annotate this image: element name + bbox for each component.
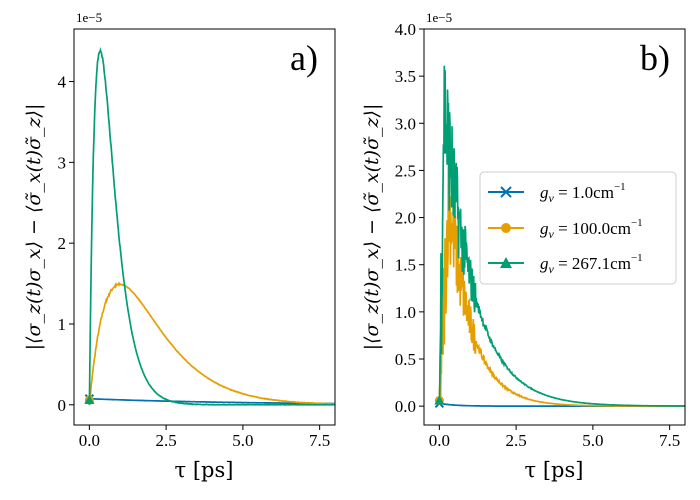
panel-a-xtick-label: 0.0 bbox=[79, 431, 100, 450]
panel-a-ylabel: |⟨σ_z(t)σ_x⟩ − ⟨σ̃_x(t)σ̃_z⟩| bbox=[23, 104, 45, 351]
panel-b-label: b) bbox=[640, 38, 670, 78]
legend: gv = 1.0cm−1 gv = 100.0cm−1 gv = 267.1cm… bbox=[479, 171, 677, 285]
panel-a-xtick-label: 7.5 bbox=[309, 431, 330, 450]
panel-a-xlabel: τ [ps] bbox=[175, 458, 234, 482]
panel-a-series-line-2 bbox=[88, 46, 335, 406]
legend-label-2: gv = 267.1cm−1 bbox=[540, 252, 643, 276]
panel-b-ytick-label: 2.5 bbox=[395, 161, 416, 180]
panel-b-multiplier: 1e−5 bbox=[426, 10, 452, 25]
legend-label-0: gv = 1.0cm−1 bbox=[540, 181, 626, 205]
panel-a-label: a) bbox=[290, 38, 318, 78]
panel-a-ytick-label: 0 bbox=[58, 396, 67, 415]
panel-a-ytick-label: 4 bbox=[58, 73, 67, 92]
panel-b-ytick-label: 1.5 bbox=[395, 256, 416, 275]
panel-a-series-line-1 bbox=[88, 281, 335, 406]
panel-b-ylabel: |⟨σ_z(t)σ_x⟩ − ⟨σ̃_x(t)σ̃_z⟩| bbox=[361, 104, 383, 351]
panel-b-ytick-label: 0.5 bbox=[395, 350, 416, 369]
legend-marker-triangle bbox=[500, 257, 512, 268]
panel-a-xtick-label: 5.0 bbox=[232, 431, 253, 450]
panel-b-ytick-label: 0.0 bbox=[395, 397, 416, 416]
panel-a-series-line-0 bbox=[89, 397, 335, 405]
panel-b-xtick-label: 5.0 bbox=[582, 431, 603, 450]
panel-b-ytick-label: 4.0 bbox=[395, 20, 416, 39]
panel-b-xtick-label: 7.5 bbox=[659, 431, 680, 450]
legend-marker-x bbox=[500, 186, 512, 198]
panel-b-xtick-label: 0.0 bbox=[429, 431, 450, 450]
panel-b-ytick-label: 3.0 bbox=[395, 114, 416, 133]
panel-b-ytick-label: 1.0 bbox=[395, 303, 416, 322]
panel-b-xtick-label: 2.5 bbox=[505, 431, 526, 450]
panel-b-xlabel: τ [ps] bbox=[525, 458, 584, 482]
panel-a-ytick-label: 2 bbox=[58, 234, 67, 253]
panel-a-ytick-label: 1 bbox=[58, 315, 67, 334]
panel-a-xtick-label: 2.5 bbox=[155, 431, 176, 450]
panel-b-series-marker-2 bbox=[434, 395, 445, 405]
legend-entry-2: gv = 267.1cm−1 bbox=[488, 252, 643, 276]
legend-entry-0: gv = 1.0cm−1 bbox=[488, 181, 626, 205]
legend-entry-1: gv = 100.0cm−1 bbox=[488, 217, 643, 241]
panel-a-multiplier: 1e−5 bbox=[76, 10, 102, 25]
panel-b-series-line-2 bbox=[438, 65, 685, 407]
legend-marker-circle bbox=[501, 223, 511, 233]
panel-a-series-marker-2 bbox=[84, 394, 95, 404]
panel-b: 0.0 2.5 5.0 7.50.00.51.01.52.02.53.03.54.0 … bbox=[361, 10, 686, 482]
panel-a-ytick-label: 3 bbox=[58, 153, 67, 172]
panel-b-ytick-label: 3.5 bbox=[395, 67, 416, 86]
panel-a-frame bbox=[73, 28, 336, 426]
panel-a: 0.0 2.5 5.0 7.5 0 1 2 3 4 1e−5 a) τ [ps] |⟨σ_z(t… bbox=[23, 10, 336, 482]
legend-box bbox=[479, 171, 677, 285]
panel-b-frame bbox=[423, 28, 686, 426]
panel-b-ytick-label: 2.0 bbox=[395, 209, 416, 228]
legend-label-1: gv = 100.0cm−1 bbox=[540, 217, 643, 241]
